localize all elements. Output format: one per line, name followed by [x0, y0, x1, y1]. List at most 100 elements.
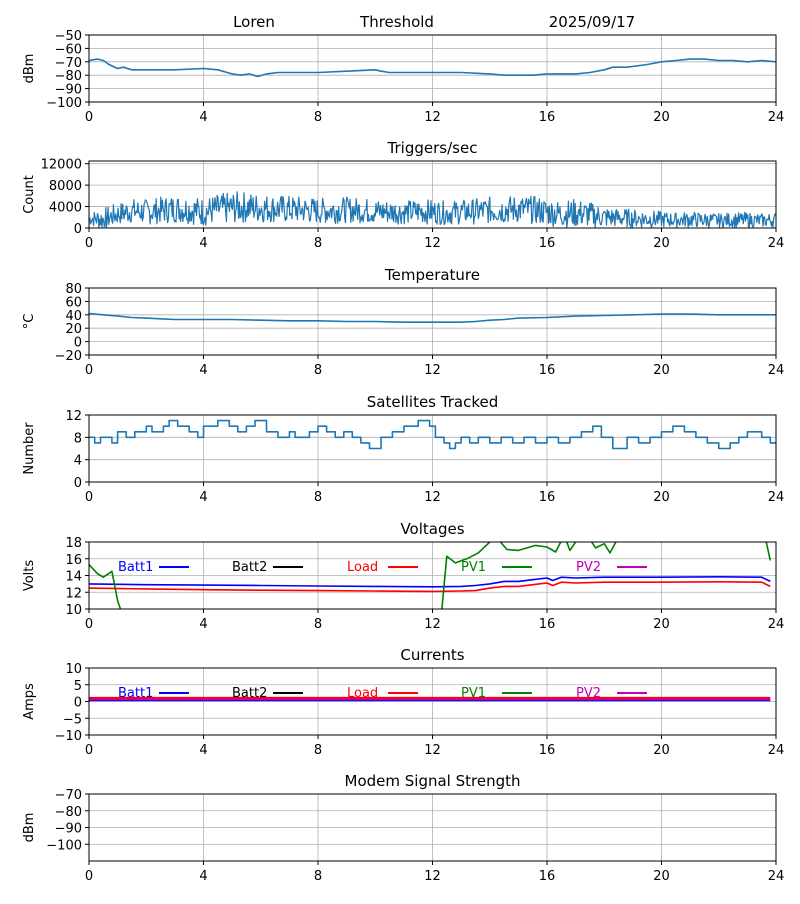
header-station: Loren	[233, 13, 275, 31]
y-axis-label: dBm	[22, 54, 37, 84]
y-tick-label: 12000	[41, 158, 82, 173]
x-tick-label: 0	[85, 236, 93, 251]
y-tick-label: 14	[65, 570, 82, 585]
y-tick-label: 12	[65, 409, 82, 424]
y-tick-label: −10	[55, 729, 82, 744]
series-temperature	[89, 312, 776, 324]
y-axis-label: Number	[22, 422, 37, 475]
x-tick-label: 16	[539, 617, 556, 632]
y-axis-label: °C	[22, 314, 37, 330]
y-tick-label: 0	[74, 476, 82, 491]
y-tick-label: 4	[74, 454, 82, 469]
x-tick-label: 20	[653, 869, 670, 884]
y-axis-label: Volts	[22, 560, 37, 592]
legend-label-pv1: PV1	[461, 560, 486, 575]
x-tick-label: 16	[539, 743, 556, 758]
y-tick-label: −80	[55, 69, 82, 84]
y-axis-label: Count	[22, 175, 37, 214]
x-tick-label: 0	[85, 743, 93, 758]
y-tick-label: 0	[74, 336, 82, 351]
x-tick-label: 20	[653, 363, 670, 378]
legend-label-load: Load	[347, 686, 378, 701]
x-tick-label: 8	[314, 743, 322, 758]
series-batt1	[89, 575, 771, 588]
legend-label-batt1: Batt1	[118, 686, 153, 701]
series-group	[89, 696, 771, 702]
x-tick-label: 16	[539, 110, 556, 125]
y-tick-label: −100	[46, 96, 82, 111]
x-tick-label: 12	[424, 617, 441, 632]
legend-label-batt1: Batt1	[118, 560, 153, 575]
y-tick-label: −90	[55, 83, 82, 98]
x-tick-label: 12	[424, 236, 441, 251]
series-group	[89, 312, 776, 324]
header-mode: Threshold	[359, 13, 434, 31]
x-tick-label: 12	[424, 363, 441, 378]
x-tick-label: 24	[768, 617, 785, 632]
y-tick-label: 8000	[49, 179, 82, 194]
x-tick-label: 0	[85, 110, 93, 125]
y-tick-label: 4000	[49, 201, 82, 216]
y-tick-label: 5	[74, 679, 82, 694]
x-tick-label: 4	[199, 869, 207, 884]
x-tick-label: 12	[424, 110, 441, 125]
x-tick-label: 16	[539, 869, 556, 884]
x-tick-label: 12	[424, 743, 441, 758]
chart-modem	[85, 793, 777, 865]
y-tick-label: −90	[55, 822, 82, 837]
y-tick-label: 40	[65, 309, 82, 324]
x-tick-label: 24	[768, 869, 785, 884]
x-tick-label: 0	[85, 490, 93, 505]
chart-title: Modem Signal Strength	[345, 772, 521, 790]
series-group	[89, 419, 776, 450]
x-tick-label: 8	[314, 869, 322, 884]
x-tick-label: 8	[314, 110, 322, 125]
x-tick-label: 24	[768, 363, 785, 378]
x-tick-label: 12	[424, 490, 441, 505]
y-tick-label: −80	[55, 805, 82, 820]
y-tick-label: 20	[65, 322, 82, 337]
chart-title: Temperature	[384, 266, 480, 284]
chart-triggers	[85, 160, 777, 232]
y-tick-label: 0	[74, 222, 82, 237]
x-tick-label: 16	[539, 363, 556, 378]
x-tick-label: 0	[85, 869, 93, 884]
x-tick-label: 20	[653, 236, 670, 251]
legend-label-batt2: Batt2	[232, 686, 267, 701]
y-tick-label: −70	[55, 788, 82, 803]
chart-title: Voltages	[400, 520, 464, 538]
series-pv1	[89, 542, 772, 609]
y-tick-label: 8	[74, 431, 82, 446]
chart-currents	[85, 667, 777, 739]
chart-satellites	[85, 414, 777, 486]
series-triggers	[89, 191, 776, 228]
legend-label-pv2: PV2	[576, 560, 601, 575]
x-tick-label: 20	[653, 617, 670, 632]
y-tick-label: 0	[74, 696, 82, 711]
x-tick-label: 16	[539, 236, 556, 251]
series-rssi	[89, 58, 776, 78]
series-group	[89, 58, 776, 78]
y-tick-label: −70	[55, 56, 82, 71]
x-tick-label: 24	[768, 236, 785, 251]
y-tick-label: 18	[65, 536, 82, 551]
y-tick-label: 10	[65, 662, 82, 677]
y-tick-label: 10	[65, 603, 82, 618]
series-satellites	[89, 419, 776, 450]
chart-title: Currents	[400, 646, 464, 664]
x-tick-label: 8	[314, 236, 322, 251]
chart-temperature	[85, 287, 777, 359]
y-tick-label: −60	[55, 42, 82, 57]
chart-title: Satellites Tracked	[367, 393, 498, 411]
legend-label-load: Load	[347, 560, 378, 575]
x-tick-label: 8	[314, 617, 322, 632]
x-tick-label: 8	[314, 363, 322, 378]
y-axis-label: dBm	[22, 813, 37, 843]
legend-label-pv1: PV1	[461, 686, 486, 701]
chart-voltages	[85, 541, 777, 613]
chart-title: Triggers/sec	[387, 139, 478, 157]
series-load	[89, 580, 771, 593]
x-tick-label: 4	[199, 363, 207, 378]
